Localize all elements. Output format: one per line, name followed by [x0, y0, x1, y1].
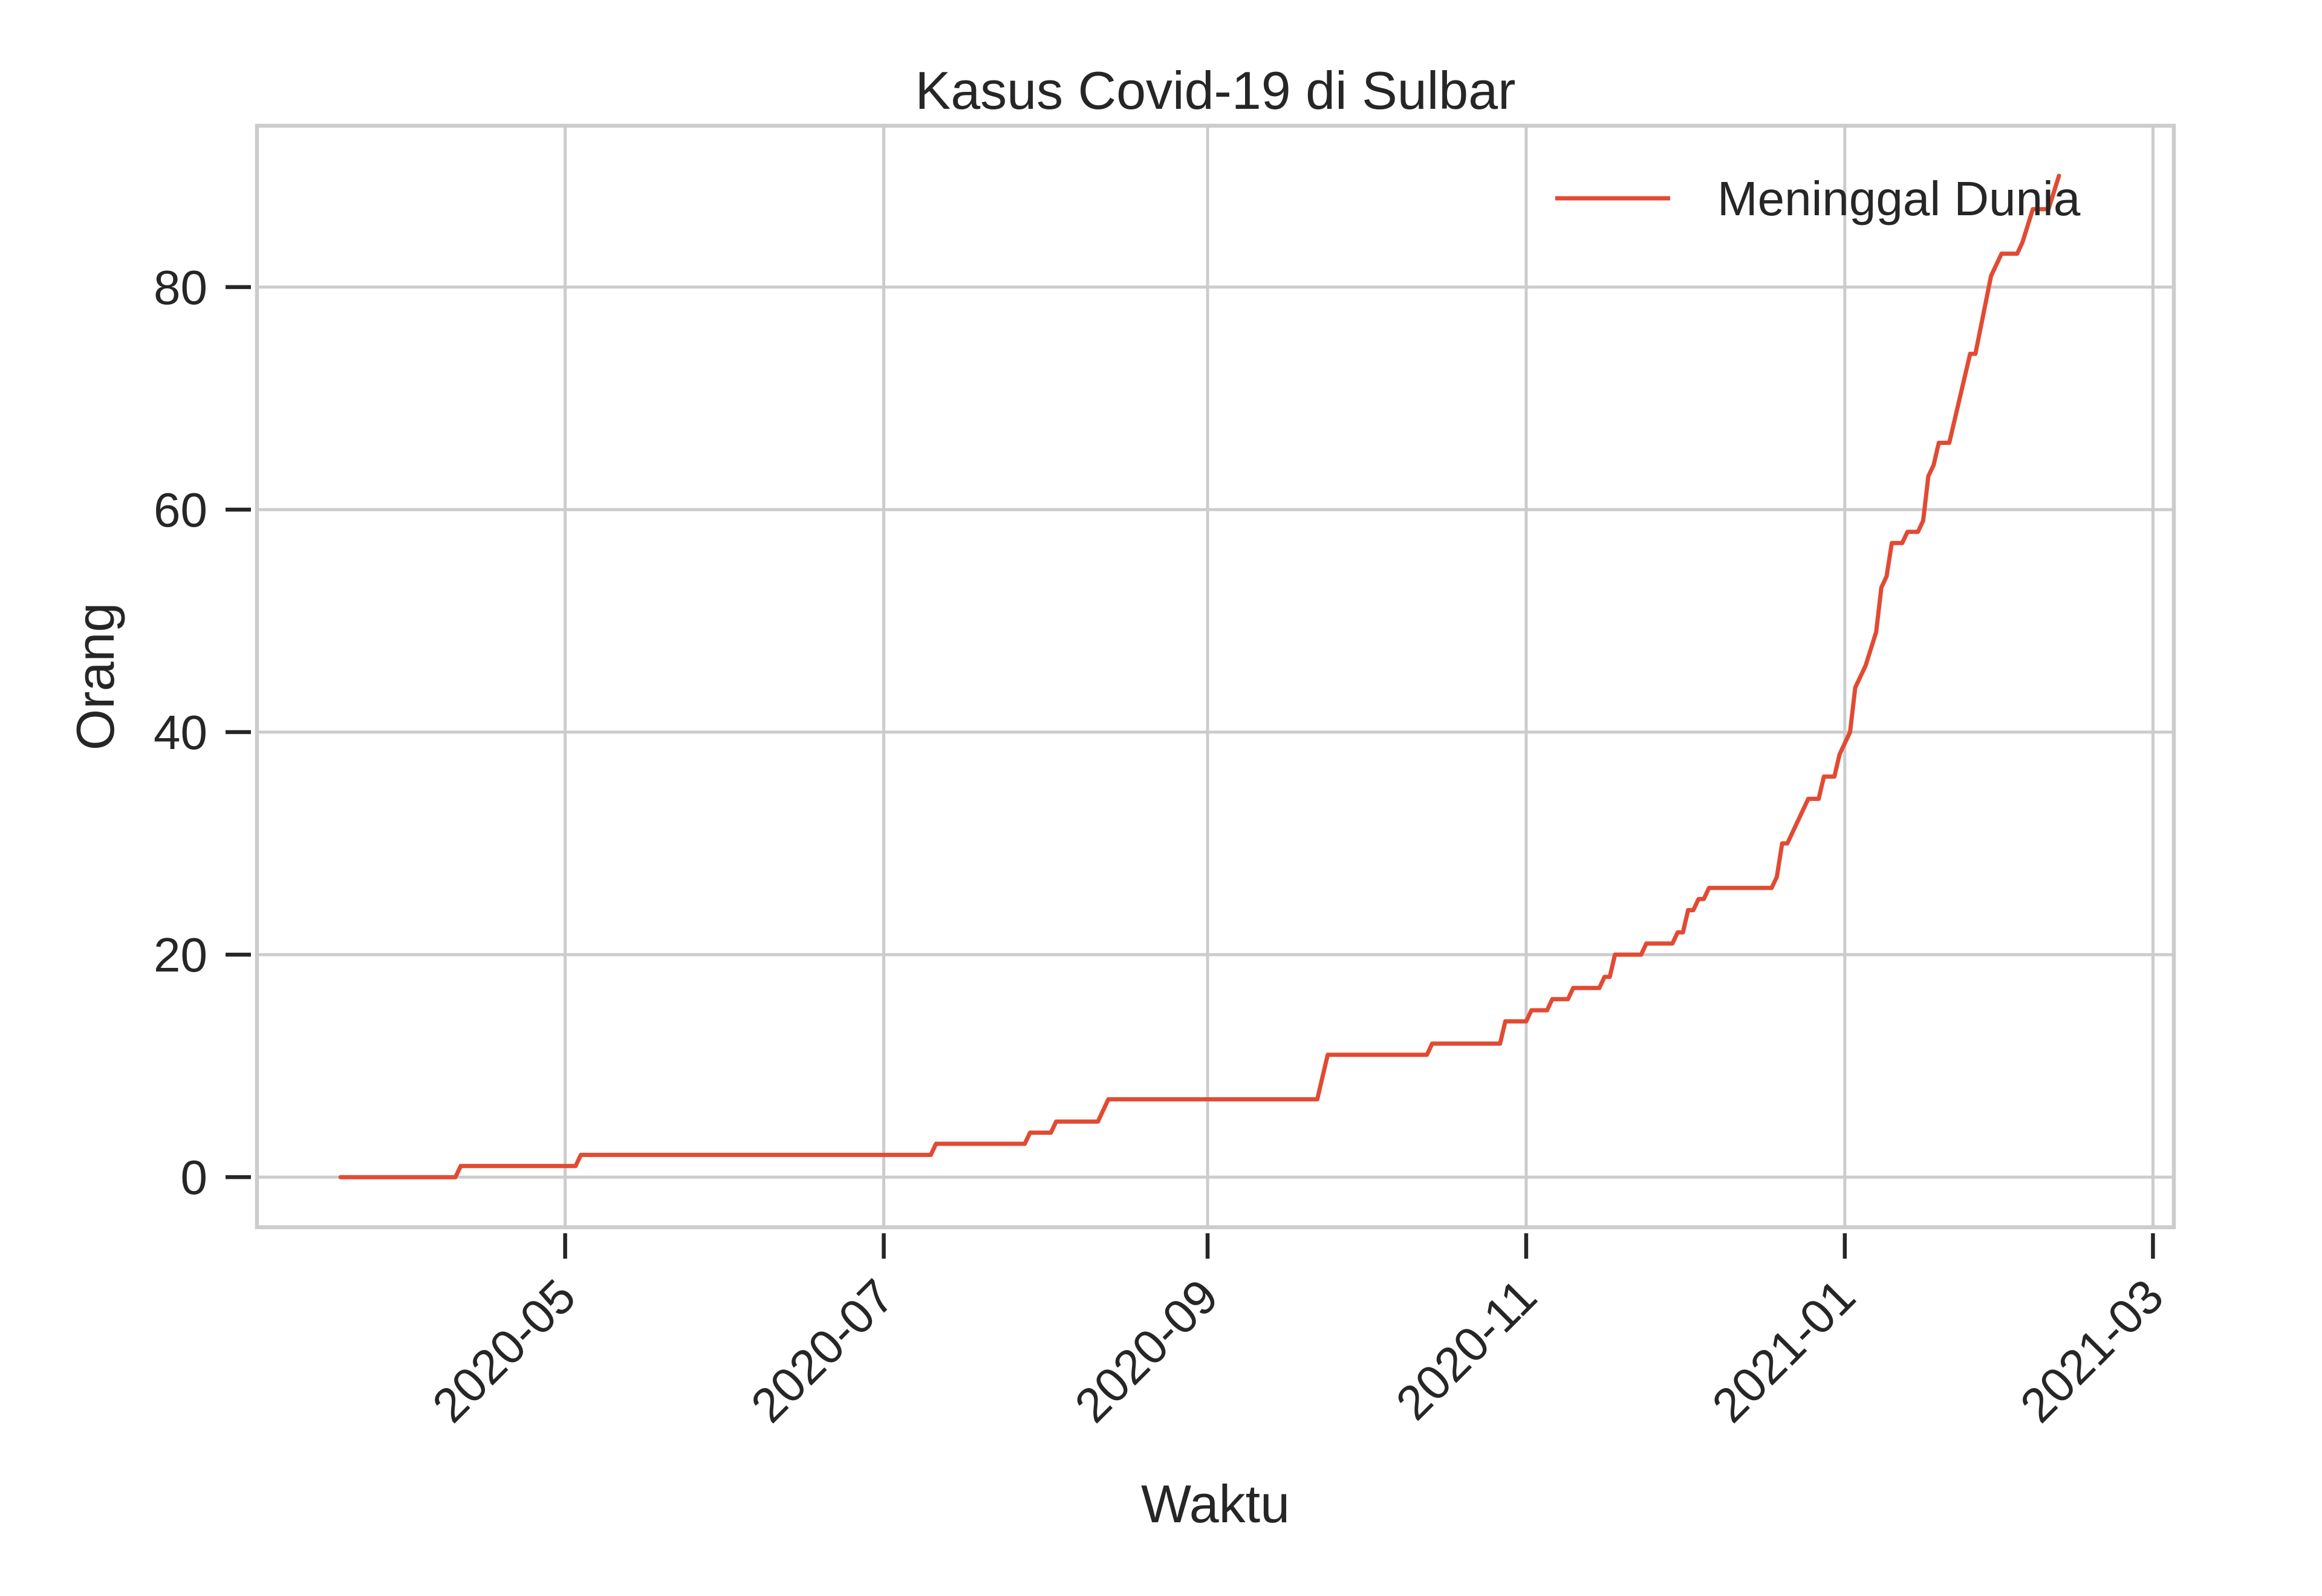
x-tick-label: 2020-05 — [422, 1269, 586, 1433]
series-group — [338, 174, 2061, 1179]
x-tick-label: 2021-01 — [1702, 1269, 1865, 1433]
legend: Meninggal Dunia — [1555, 172, 2081, 225]
x-tick-label: 2020-09 — [1065, 1269, 1229, 1433]
plot-frame — [255, 123, 2176, 1230]
y-tick-label: 20 — [154, 928, 207, 982]
y-tick-label: 60 — [154, 483, 207, 537]
y-axis-label: Orang — [65, 603, 125, 751]
x-tick-label: 2021-03 — [2010, 1269, 2174, 1433]
x-axis-label: Waktu — [1141, 1474, 1290, 1534]
ticks: 0 20 40 60 80 2020-05 2020-07 2020-09 2020-11 202… — [154, 261, 2173, 1433]
y-tick-label: 40 — [154, 706, 207, 759]
x-tick-label: 2020-07 — [741, 1269, 905, 1433]
legend-label: Meninggal Dunia — [1717, 172, 2081, 225]
plot-border — [255, 123, 2176, 1230]
x-tick-label: 2020-11 — [1386, 1269, 1547, 1430]
chart-title: Kasus Covid-19 di Sulbar — [915, 60, 1516, 120]
y-tick-label: 80 — [154, 261, 207, 314]
grid — [257, 126, 2174, 1227]
y-tick-label: 0 — [181, 1150, 208, 1204]
series-line — [338, 174, 2061, 1179]
